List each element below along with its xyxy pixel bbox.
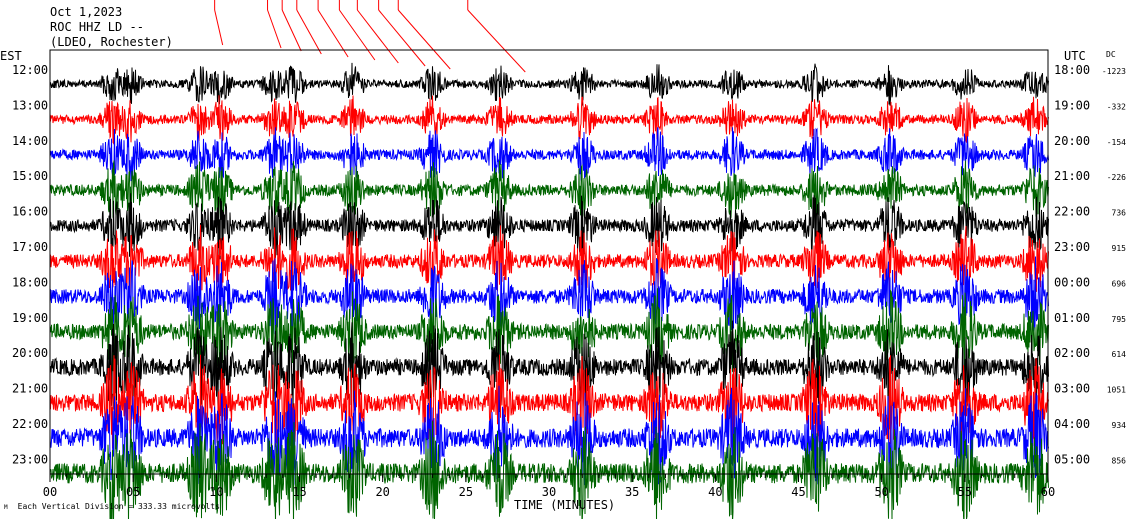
x-tick-label: 40 xyxy=(708,485,722,499)
dc-value: 1051 xyxy=(1107,386,1126,395)
dc-offset-labels: -1223 -332 -154 -226 736 915 696 795 614 1051 934 8… xyxy=(1102,67,1126,465)
event-marker-lines xyxy=(214,0,526,73)
utc-label: 03:00 xyxy=(1054,382,1090,396)
utc-label: 21:00 xyxy=(1054,169,1090,183)
dc-value: 696 xyxy=(1112,279,1127,288)
est-hour-labels: 12:00 13:00 14:00 15:00 16:00 17:00 18:00 19:00… xyxy=(12,63,48,466)
utc-label: 00:00 xyxy=(1054,275,1090,289)
dc-value: -226 xyxy=(1107,173,1126,182)
est-label: 18:00 xyxy=(12,275,48,289)
x-tick-label: 55 xyxy=(958,485,972,499)
trace-row-1600 xyxy=(49,193,1049,260)
dc-column-label: DC xyxy=(1106,50,1116,59)
utc-label: 22:00 xyxy=(1054,205,1090,219)
x-tick-label: 05 xyxy=(126,485,140,499)
est-label: 19:00 xyxy=(12,311,48,325)
est-label: 20:00 xyxy=(12,346,48,360)
utc-label: 20:00 xyxy=(1054,134,1090,148)
est-axis-label: EST xyxy=(0,49,22,63)
est-label: 15:00 xyxy=(12,169,48,183)
dc-value: 856 xyxy=(1112,456,1127,465)
est-label: 16:00 xyxy=(12,205,48,219)
trace-row-1200 xyxy=(49,62,1049,107)
event-marker-line xyxy=(467,9,526,73)
utc-label: 01:00 xyxy=(1054,311,1090,325)
x-axis-ticks: 00 05 10 15 20 25 30 35 40 45 50 55 60 xyxy=(43,474,1055,499)
x-tick-label: 50 xyxy=(874,485,888,499)
utc-label: 05:00 xyxy=(1054,452,1090,466)
x-tick-label: 10 xyxy=(209,485,223,499)
event-marker-line xyxy=(378,9,426,67)
dc-value: -1223 xyxy=(1102,67,1126,76)
scale-footer: M Each Vertical Division = 333.33 microvo… xyxy=(4,502,220,511)
dc-value: -332 xyxy=(1107,102,1126,111)
header-date: Oct 1,2023 xyxy=(50,5,122,19)
dc-value: 795 xyxy=(1112,315,1127,324)
event-marker-line xyxy=(281,9,302,52)
utc-axis-label: UTC xyxy=(1064,49,1086,63)
dc-value: -154 xyxy=(1107,138,1126,147)
utc-label: 18:00 xyxy=(1054,63,1090,77)
utc-label: 23:00 xyxy=(1054,240,1090,254)
event-marker-line xyxy=(397,9,451,70)
trace-row-1400 xyxy=(49,127,1049,182)
est-label: 21:00 xyxy=(12,382,48,396)
event-marker-line xyxy=(317,9,349,58)
est-label: 13:00 xyxy=(12,98,48,112)
est-label: 23:00 xyxy=(12,452,48,466)
dc-value: 934 xyxy=(1112,421,1127,430)
x-tick-label: 30 xyxy=(542,485,556,499)
scale-footer-text: Each Vertical Division = 333.33 microvol… xyxy=(18,502,220,511)
utc-label: 19:00 xyxy=(1054,98,1090,112)
event-marker-line xyxy=(296,9,322,55)
x-tick-label: 45 xyxy=(791,485,805,499)
x-tick-label: 25 xyxy=(459,485,473,499)
x-tick-label: 60 xyxy=(1041,485,1055,499)
trace-row-2000 xyxy=(49,320,1049,414)
dc-value: 736 xyxy=(1112,209,1127,218)
est-label: 12:00 xyxy=(12,63,48,77)
event-marker-line xyxy=(338,9,376,61)
x-tick-label: 35 xyxy=(625,485,639,499)
event-marker-line xyxy=(214,9,224,46)
x-tick-label: 20 xyxy=(375,485,389,499)
x-axis-title: TIME (MINUTES) xyxy=(514,498,615,512)
header-station: ROC HHZ LD -- xyxy=(50,20,144,34)
x-tick-label: 00 xyxy=(43,485,57,499)
trace-row-2100 xyxy=(49,354,1049,451)
est-label: 17:00 xyxy=(12,240,48,254)
trace-row-1300 xyxy=(49,95,1049,146)
trace-row-1900 xyxy=(49,288,1049,372)
trace-row-1500 xyxy=(49,160,1049,220)
x-tick-label: 15 xyxy=(292,485,306,499)
dc-value: 915 xyxy=(1112,244,1127,253)
dc-value: 614 xyxy=(1112,350,1127,359)
utc-label: 04:00 xyxy=(1054,417,1090,431)
header-network: (LDEO, Rochester) xyxy=(50,35,173,49)
event-marker-line xyxy=(267,9,282,49)
utc-hour-labels: 18:00 19:00 20:00 21:00 22:00 23:00 00:00 01:00… xyxy=(1054,63,1090,466)
event-marker-line xyxy=(356,9,399,64)
utc-label: 02:00 xyxy=(1054,346,1090,360)
seismic-traces xyxy=(49,62,1049,519)
trace-row-1800 xyxy=(49,256,1049,336)
est-label: 22:00 xyxy=(12,417,48,431)
est-label: 14:00 xyxy=(12,134,48,148)
